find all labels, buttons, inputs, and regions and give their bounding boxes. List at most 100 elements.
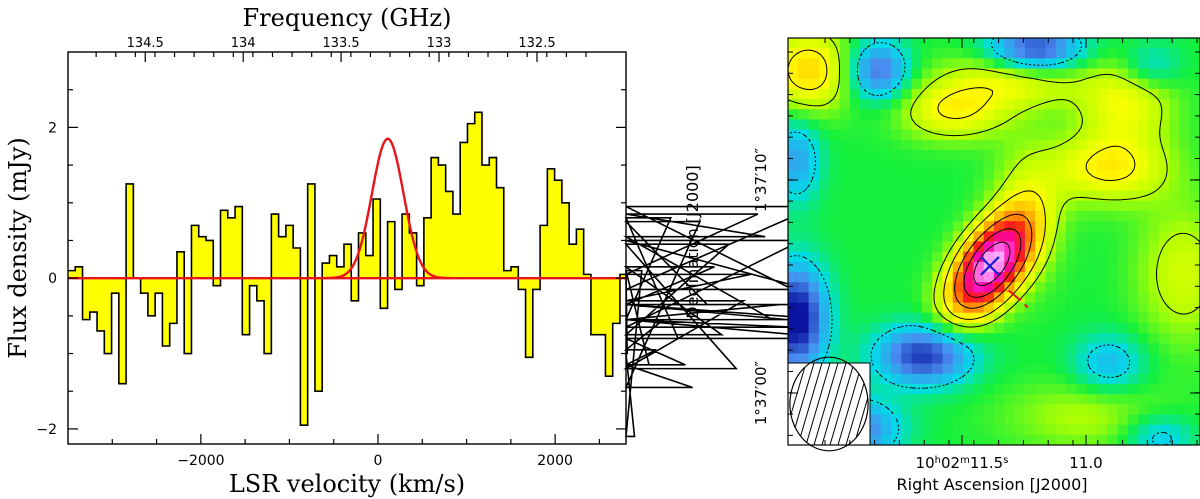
map-pixel xyxy=(1179,272,1191,283)
map-pixel xyxy=(1086,272,1098,283)
map-pixel xyxy=(870,261,882,273)
map-pixel xyxy=(1148,322,1160,334)
map-pixel xyxy=(1024,38,1036,49)
map-pixel xyxy=(860,109,871,120)
map-pixel xyxy=(921,272,933,283)
map-pixel xyxy=(1086,129,1098,141)
map-pixel xyxy=(1004,139,1015,151)
map-pixel xyxy=(952,373,964,385)
map-pixel xyxy=(1148,58,1160,69)
map-pixel xyxy=(1189,322,1200,334)
map-pixel xyxy=(921,58,933,69)
map-pixel xyxy=(1127,139,1139,151)
map-pixel xyxy=(788,99,799,110)
map-pixel xyxy=(921,282,933,293)
map-pixel xyxy=(942,343,954,354)
map-pixel xyxy=(1045,149,1057,161)
map-pixel xyxy=(932,38,943,49)
map-pixel xyxy=(1086,210,1098,222)
map-pixel xyxy=(901,292,912,303)
map-pixel xyxy=(1158,302,1170,314)
map-pixel xyxy=(942,282,954,293)
map-pixel xyxy=(829,251,840,263)
map-pixel xyxy=(1076,221,1088,232)
map-pixel xyxy=(1097,353,1108,365)
map-pixel xyxy=(1148,200,1160,212)
map-pixel xyxy=(829,200,840,212)
map-pixel xyxy=(1086,363,1098,375)
map-pixel xyxy=(1097,68,1108,80)
map-pixel xyxy=(1086,394,1098,405)
map-pixel xyxy=(932,241,943,253)
map-pixel xyxy=(1127,363,1139,375)
map-pixel xyxy=(1097,149,1108,161)
map-pixel xyxy=(870,343,882,354)
map-pixel xyxy=(911,394,923,405)
map-pixel xyxy=(1158,404,1170,415)
map-pixel xyxy=(891,58,902,69)
map-pixel xyxy=(963,434,974,445)
map-pixel xyxy=(994,221,1005,232)
map-pixel xyxy=(829,180,840,192)
map-pixel xyxy=(1076,48,1088,59)
map-pixel xyxy=(1169,312,1180,324)
map-pixel xyxy=(911,414,923,426)
map-pixel xyxy=(1014,312,1026,324)
map-pixel xyxy=(1097,88,1108,100)
map-pixel xyxy=(901,109,912,120)
map-pixel xyxy=(1076,78,1088,90)
map-pixel xyxy=(798,272,809,283)
map-pixel xyxy=(870,383,882,395)
map-pixel xyxy=(1035,221,1046,232)
map-pixel xyxy=(963,109,974,120)
map-pixel xyxy=(1024,78,1036,90)
map-pixel xyxy=(921,119,933,130)
map-pixel xyxy=(1117,68,1129,80)
y-tick-label: 0 xyxy=(48,271,57,287)
map-pixel xyxy=(1066,109,1077,120)
spectrum-bin xyxy=(380,278,388,309)
map-pixel xyxy=(1107,38,1118,49)
map-pixel xyxy=(921,241,933,253)
map-pixel xyxy=(880,353,892,365)
map-pixel xyxy=(849,302,861,314)
map-pixel xyxy=(901,251,912,263)
map-pixel xyxy=(1138,221,1149,232)
map-pixel xyxy=(1169,119,1180,130)
map-pixel xyxy=(1004,48,1015,59)
map-pixel xyxy=(1086,139,1098,151)
map-pixel xyxy=(808,231,820,242)
map-pixel xyxy=(870,180,882,192)
map-pixel xyxy=(973,302,985,314)
map-pixel xyxy=(1055,58,1067,69)
map-pixel xyxy=(973,149,985,161)
map-pixel xyxy=(1045,58,1057,69)
map-pixel xyxy=(952,394,964,405)
map-pixel xyxy=(1014,292,1026,303)
map-pixel xyxy=(973,58,985,69)
map-pixel xyxy=(808,68,820,80)
map-pixel xyxy=(1076,434,1088,445)
map-pixel xyxy=(1086,251,1098,263)
map-pixel xyxy=(1117,180,1129,192)
x-tick-label: 2000 xyxy=(537,453,573,469)
map-pixel xyxy=(808,241,820,253)
map-pixel xyxy=(1158,333,1170,344)
map-pixel xyxy=(921,190,933,202)
map-pixel xyxy=(973,99,985,110)
map-pixel xyxy=(963,282,974,293)
map-pixel xyxy=(1014,353,1026,365)
map-pixel xyxy=(880,312,892,324)
map-pixel xyxy=(942,404,954,415)
map-pixel xyxy=(1138,160,1149,171)
map-pixel xyxy=(1158,434,1170,445)
map-pixel xyxy=(901,180,912,192)
map-pixel xyxy=(983,241,995,253)
map-pixel xyxy=(1035,231,1046,242)
map-pixel xyxy=(1097,394,1108,405)
map-pixel xyxy=(1086,109,1098,120)
map-pixel xyxy=(952,58,964,69)
map-pixel xyxy=(911,333,923,344)
map-pixel xyxy=(963,78,974,90)
spectrum-bin xyxy=(416,278,425,286)
